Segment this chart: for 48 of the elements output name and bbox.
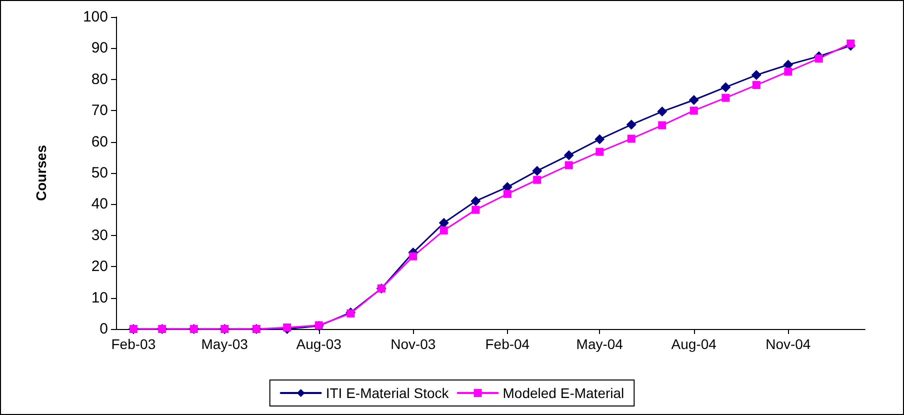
legend-label: ITI E-Material Stock	[326, 385, 450, 401]
point	[532, 166, 542, 176]
point	[814, 54, 823, 62]
x-tick-label: Nov-04	[766, 336, 811, 352]
point	[658, 121, 666, 130]
y-tick-label: 80	[91, 70, 108, 88]
y-tick-label: 60	[91, 133, 108, 150]
point	[627, 134, 636, 143]
point	[409, 252, 418, 260]
point	[626, 120, 636, 130]
point	[564, 150, 574, 160]
y-tick-label: 40	[91, 196, 108, 213]
point	[503, 190, 512, 198]
y-tick-label: 50	[91, 164, 108, 182]
point	[283, 323, 292, 332]
point	[720, 82, 731, 92]
point	[752, 81, 760, 90]
y-tick-label: 100	[82, 8, 108, 26]
point	[470, 196, 481, 206]
y-tick-label: 10	[91, 289, 108, 306]
x-tick-label: Feb-03	[111, 336, 156, 352]
x-tick-label: Feb-04	[485, 336, 530, 352]
y-tick-label: 0	[100, 320, 108, 338]
point	[472, 206, 480, 214]
point	[438, 218, 449, 228]
x-tick-label: May-03	[201, 336, 248, 352]
point	[690, 106, 698, 115]
x-tick-label: Aug-04	[671, 336, 717, 352]
y-axis-title: Courses	[33, 144, 49, 202]
x-tick-label: Nov-03	[390, 336, 436, 352]
y-tick-label: 70	[91, 102, 108, 120]
point	[564, 161, 573, 170]
legend-label: Modeled E-Material	[502, 385, 624, 401]
point	[596, 148, 604, 156]
point	[533, 176, 542, 184]
x-tick-label: Aug-03	[296, 336, 342, 352]
x-tick-label: May-04	[576, 336, 624, 352]
point	[594, 134, 605, 144]
point	[722, 94, 730, 102]
point	[751, 70, 762, 80]
point	[657, 106, 668, 117]
point	[440, 226, 448, 234]
point	[846, 40, 855, 48]
point	[784, 68, 792, 76]
y-tick-label: 90	[91, 40, 108, 57]
point	[688, 94, 699, 105]
y-tick-label: 20	[91, 258, 108, 276]
y-tick-label: 30	[91, 226, 108, 244]
